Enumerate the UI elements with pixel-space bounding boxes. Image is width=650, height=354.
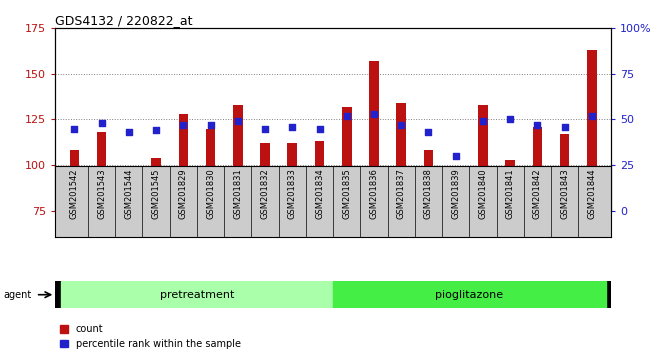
Bar: [424, 150, 434, 211]
Bar: [587, 50, 597, 211]
Bar: [478, 105, 488, 211]
Legend: count, percentile rank within the sample: count, percentile rank within the sample: [60, 324, 240, 349]
Text: GSM201545: GSM201545: [151, 169, 161, 219]
Text: GSM201840: GSM201840: [478, 169, 488, 219]
Point: [505, 117, 515, 122]
Bar: [287, 143, 297, 211]
Text: GSM201832: GSM201832: [261, 169, 270, 219]
Point: [587, 113, 597, 119]
Point: [560, 124, 570, 130]
Point: [450, 153, 461, 159]
Text: GSM201836: GSM201836: [369, 169, 378, 219]
Bar: [206, 129, 215, 211]
Bar: [333, 281, 606, 308]
Text: GSM201544: GSM201544: [124, 169, 133, 219]
Bar: [396, 103, 406, 211]
Point: [260, 126, 270, 131]
Text: agent: agent: [3, 290, 31, 300]
Text: GSM201543: GSM201543: [97, 169, 106, 219]
Point: [96, 120, 107, 126]
Text: GSM201829: GSM201829: [179, 169, 188, 219]
Text: GSM201843: GSM201843: [560, 169, 569, 219]
Point: [178, 122, 188, 128]
Text: GSM201842: GSM201842: [533, 169, 542, 219]
Bar: [342, 107, 352, 211]
Point: [369, 111, 379, 117]
Point: [205, 122, 216, 128]
Text: pretreatment: pretreatment: [160, 290, 234, 300]
Point: [315, 126, 325, 131]
Point: [341, 113, 352, 119]
Text: GSM201831: GSM201831: [233, 169, 242, 219]
Bar: [533, 127, 542, 211]
Bar: [560, 134, 569, 211]
Point: [69, 126, 79, 131]
Point: [478, 119, 488, 124]
Text: GSM201833: GSM201833: [288, 169, 297, 219]
Text: GSM201838: GSM201838: [424, 169, 433, 219]
Text: GSM201839: GSM201839: [451, 169, 460, 219]
Point: [124, 130, 134, 135]
Text: pioglitazone: pioglitazone: [436, 290, 503, 300]
Bar: [70, 150, 79, 211]
Bar: [124, 174, 133, 211]
Point: [532, 122, 543, 128]
Bar: [506, 160, 515, 211]
Text: GSM201841: GSM201841: [506, 169, 515, 219]
Bar: [151, 158, 161, 211]
Bar: [369, 61, 379, 211]
Bar: [97, 132, 107, 211]
Bar: [260, 143, 270, 211]
Text: GSM201837: GSM201837: [396, 169, 406, 219]
Point: [423, 130, 434, 135]
Bar: [315, 141, 324, 211]
Text: GSM201844: GSM201844: [588, 169, 597, 219]
Bar: [60, 281, 333, 308]
Point: [287, 124, 298, 130]
Point: [151, 127, 161, 133]
Bar: [233, 105, 242, 211]
Point: [396, 122, 406, 128]
Text: GSM201835: GSM201835: [343, 169, 351, 219]
Text: GDS4132 / 220822_at: GDS4132 / 220822_at: [55, 14, 193, 27]
Text: GSM201830: GSM201830: [206, 169, 215, 219]
Bar: [179, 114, 188, 211]
Point: [233, 119, 243, 124]
Text: GSM201834: GSM201834: [315, 169, 324, 219]
Bar: [451, 207, 460, 211]
Text: GSM201542: GSM201542: [70, 169, 79, 219]
